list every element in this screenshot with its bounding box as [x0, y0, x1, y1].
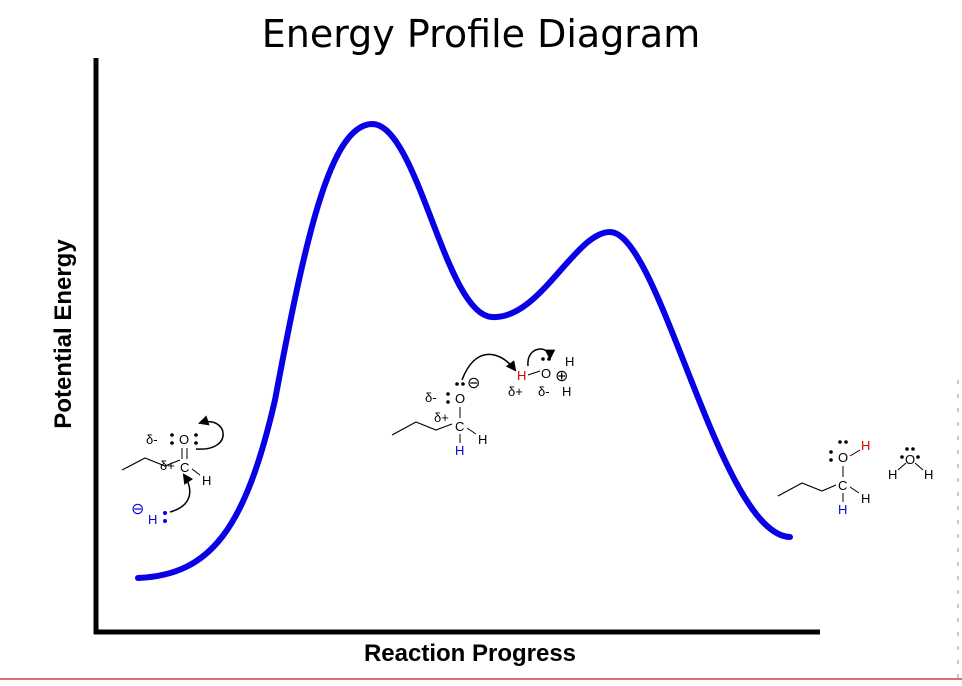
intermediate-o-lone-pair — [446, 392, 450, 396]
water-molecule: O H H — [888, 447, 933, 482]
intermediate-o-lone-pair-top — [455, 382, 459, 386]
product-carbon-chain — [777, 482, 837, 497]
hydronium-charge: ⊕ — [555, 368, 568, 385]
hydride-lone-pair — [163, 519, 167, 523]
hydronium-lone-pair — [541, 357, 545, 361]
intermediate-delta-minus: δ- — [425, 390, 437, 405]
product-oh-bond — [849, 449, 861, 457]
product-hydrogen: H — [861, 491, 870, 506]
product-molecule: O H C H H — [777, 438, 870, 517]
intermediate-oxygen: O — [455, 391, 465, 406]
intermediate-added-hydrogen: H — [455, 443, 464, 458]
product-ch-bond — [849, 486, 860, 494]
water-lone-pair — [916, 455, 920, 459]
reactant-o-lone-pair-right — [194, 433, 198, 437]
reactant-ch-bond — [191, 468, 201, 476]
reactant-oxygen: O — [179, 432, 189, 447]
intermediate-ch-bond — [466, 427, 477, 435]
reactant-hydrogen: H — [202, 473, 211, 488]
hydronium-acidic-hydrogen: H — [517, 368, 526, 383]
product-carbon: C — [838, 478, 847, 493]
hydronium-hydrogen-bottom: H — [562, 384, 571, 399]
reactant-carbon: C — [180, 460, 189, 475]
reactant-o-lone-pair-left — [170, 433, 174, 437]
intermediate-carbon: C — [455, 419, 464, 434]
water-bond-right — [914, 462, 924, 471]
water-lone-pair — [900, 455, 904, 459]
reactant-delta-plus: δ+ — [160, 458, 175, 473]
hydronium-ion: H O ⊕ H H δ+ δ- — [508, 348, 574, 399]
product-o-lone-pair-top — [838, 440, 842, 444]
energy-curve — [135, 120, 793, 581]
hydronium-oxygen: O — [541, 366, 551, 381]
intermediate-carbon-chain — [391, 421, 453, 436]
reactant-delta-minus: δ- — [146, 432, 158, 447]
intermediate-charge: ⊖ — [467, 375, 480, 392]
product-oxygen: O — [838, 450, 848, 465]
product-acidic-hydrogen: H — [861, 438, 870, 453]
x-axis-label: Reaction Progress — [363, 640, 577, 667]
hydride-charge: ⊖ — [131, 501, 144, 518]
hydride-hydrogen: H — [148, 512, 157, 527]
reactant-pi-bond-arrow — [195, 415, 224, 450]
hydride-lone-pair — [163, 511, 167, 515]
proton-transfer-arrow — [461, 353, 517, 381]
water-bond-left — [897, 462, 907, 471]
water-lone-pair — [911, 447, 915, 451]
product-o-lone-pair-left — [829, 450, 833, 454]
water-hydrogen-left: H — [888, 467, 897, 482]
product-added-hydrogen: H — [838, 502, 847, 517]
reactant-molecule: δ- O δ+ C H ⊖ H — [121, 415, 224, 527]
reactant-o-lone-pair-right — [194, 441, 198, 445]
hydride-attack-arrow — [169, 473, 194, 513]
hydronium-delta-plus: δ+ — [508, 384, 523, 399]
reactant-carbon-chain — [121, 457, 181, 471]
reactant-o-lone-pair-left — [170, 441, 174, 445]
water-lone-pair — [905, 447, 909, 451]
hydronium-hydrogen-top: H — [565, 354, 574, 369]
intermediate-hydrogen: H — [478, 432, 487, 447]
hydronium-bond-arrow — [527, 348, 556, 367]
intermediate-o-lone-pair-top — [461, 382, 465, 386]
intermediate-molecule: δ- O ⊖ δ+ C H H — [391, 353, 517, 458]
diagram-title: Energy Profile Diagram — [261, 12, 701, 56]
product-o-lone-pair-top — [844, 440, 848, 444]
hydronium-oh-bond — [527, 370, 541, 376]
water-oxygen: O — [905, 452, 915, 467]
water-hydrogen-right: H — [924, 467, 933, 482]
intermediate-delta-plus: δ+ — [434, 410, 449, 425]
hydronium-delta-minus: δ- — [538, 384, 550, 399]
product-o-lone-pair-left — [829, 458, 833, 462]
intermediate-o-lone-pair — [446, 400, 450, 404]
